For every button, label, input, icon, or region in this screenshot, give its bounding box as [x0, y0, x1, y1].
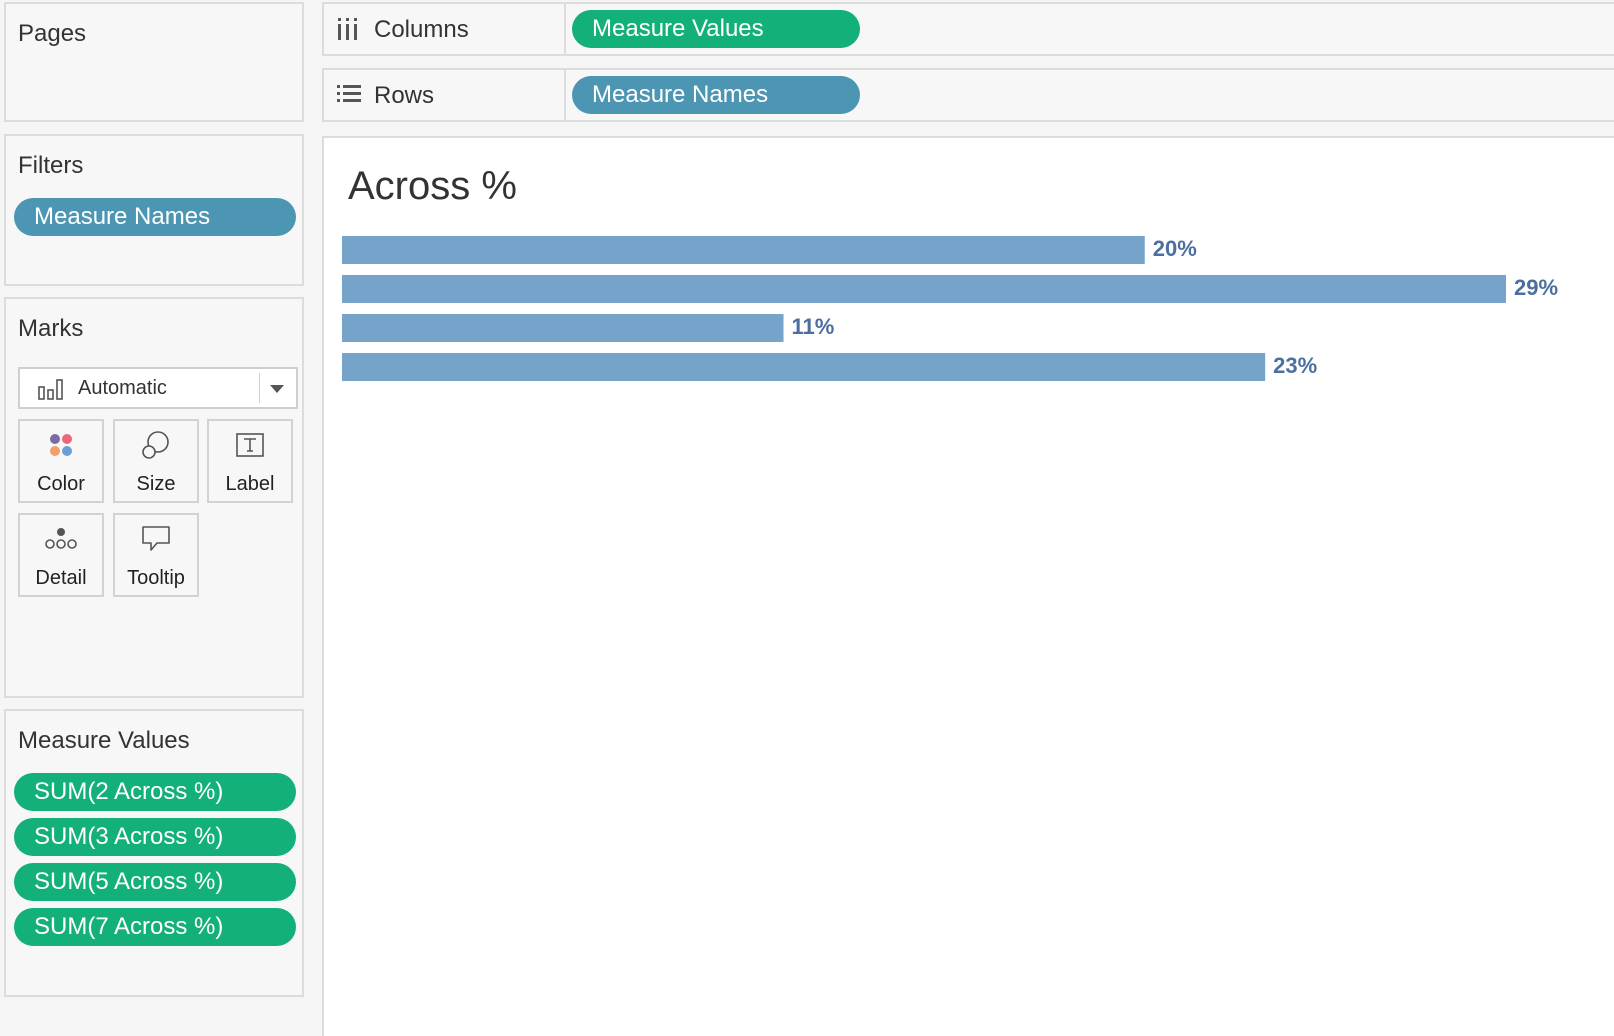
- rows-pill-measure-names[interactable]: Measure Names: [572, 76, 860, 114]
- measure-values-card: Measure Values SUM(2 Across %) SUM(3 Acr…: [4, 709, 304, 997]
- rows-shelf[interactable]: Rows Measure Names: [322, 68, 1614, 122]
- bar[interactable]: [342, 236, 1145, 264]
- measure-value-pill[interactable]: SUM(7 Across %): [14, 908, 296, 946]
- chart-title: Across %: [348, 164, 517, 208]
- marks-card: Marks Automatic Color Size Label Detail: [4, 297, 304, 698]
- columns-shelf-header: Columns: [324, 4, 566, 54]
- mark-type-dropdown[interactable]: Automatic: [18, 367, 298, 409]
- rows-icon: [336, 82, 361, 108]
- text-label-icon: [235, 432, 265, 463]
- data-label: 29%: [1514, 275, 1558, 300]
- data-label: 11%: [792, 314, 835, 339]
- bar-chart: 20% 29% 11% 23%: [342, 236, 1558, 381]
- marks-detail-label: Detail: [35, 567, 87, 589]
- columns-icon: [336, 16, 360, 42]
- data-label: 23%: [1273, 353, 1317, 378]
- filters-card: Filters Measure Names: [4, 134, 304, 286]
- columns-shelf[interactable]: Columns Measure Values: [322, 2, 1614, 56]
- filters-title: Filters: [18, 152, 84, 179]
- marks-size-button[interactable]: Size: [113, 419, 199, 503]
- chevron-down-icon[interactable]: [270, 385, 284, 393]
- marks-color-label: Color: [37, 473, 85, 495]
- columns-shelf-label: Columns: [374, 16, 469, 43]
- rows-shelf-header: Rows: [324, 70, 566, 120]
- detail-icon: [44, 526, 78, 557]
- visualization-area: Across % 20% 29% 11% 23%: [322, 136, 1614, 1036]
- dropdown-separator: [259, 373, 260, 403]
- marks-label-button[interactable]: Label: [207, 419, 293, 503]
- columns-pill-measure-values[interactable]: Measure Values: [572, 10, 860, 48]
- marks-tooltip-label: Tooltip: [127, 567, 185, 589]
- measure-value-pill[interactable]: SUM(2 Across %): [14, 773, 296, 811]
- mark-type-label: Automatic: [78, 377, 167, 399]
- tooltip-icon: [141, 525, 171, 558]
- bar[interactable]: [342, 314, 784, 342]
- pages-title: Pages: [18, 20, 87, 47]
- measure-value-pill[interactable]: SUM(3 Across %): [14, 818, 296, 856]
- measure-values-title: Measure Values: [18, 727, 190, 754]
- marks-title: Marks: [18, 315, 84, 342]
- rows-shelf-label: Rows: [374, 82, 435, 109]
- marks-label-label: Label: [225, 473, 275, 495]
- marks-size-label: Size: [136, 473, 176, 495]
- bar-chart-icon: [38, 377, 66, 406]
- marks-detail-button[interactable]: Detail: [18, 513, 104, 597]
- marks-color-button[interactable]: Color: [18, 419, 104, 503]
- bar[interactable]: [342, 275, 1506, 303]
- size-icon: [141, 430, 171, 465]
- bar[interactable]: [342, 353, 1266, 381]
- marks-tooltip-button[interactable]: Tooltip: [113, 513, 199, 597]
- color-palette-icon: [47, 431, 75, 464]
- data-label: 20%: [1153, 236, 1197, 261]
- measure-value-pill[interactable]: SUM(5 Across %): [14, 863, 296, 901]
- pages-card: Pages: [4, 2, 304, 122]
- filter-pill-measure-names[interactable]: Measure Names: [14, 198, 296, 236]
